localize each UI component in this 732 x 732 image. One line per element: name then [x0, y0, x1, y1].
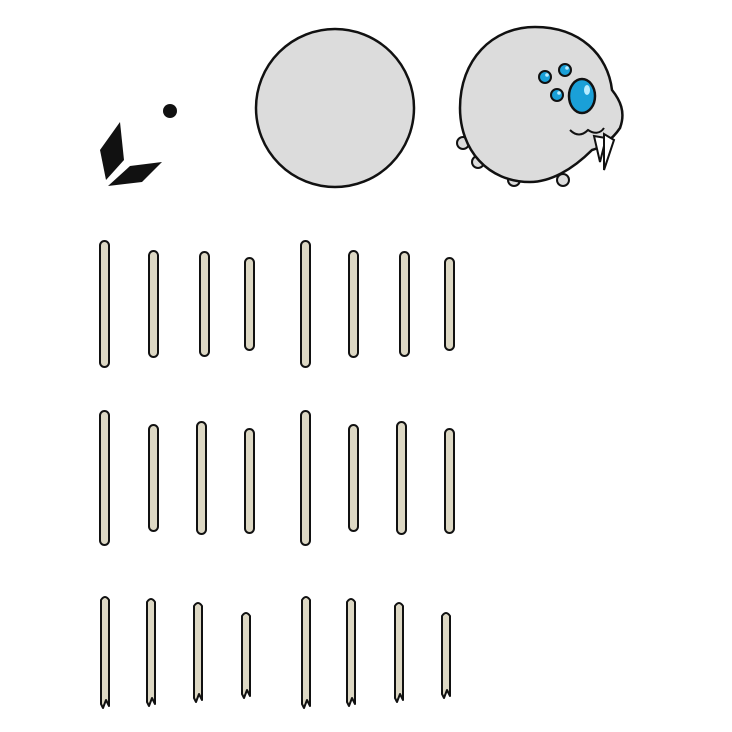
spider-leg-segment-icon	[146, 598, 156, 707]
spider-leg-segment-icon	[244, 428, 255, 534]
spider-leg-segment-icon	[148, 250, 159, 358]
eye-small-highlight-3	[557, 91, 561, 95]
head-shape	[458, 25, 624, 184]
spider-leg-segment-icon	[301, 596, 311, 709]
eye-small-highlight-1	[545, 73, 549, 77]
mandible-bottom-shape	[108, 162, 162, 186]
spider-leg-segment-icon	[241, 612, 251, 699]
spider-leg-segment-icon	[100, 596, 110, 709]
eye-small-2	[558, 63, 572, 77]
spider-leg-segment-icon	[300, 410, 311, 546]
spider-eyes-part-icon	[100, 104, 177, 186]
mouth-line	[569, 127, 605, 136]
spider-leg-segment-icon	[300, 240, 311, 368]
body-circle	[254, 27, 416, 189]
spider-body-part-icon	[254, 27, 416, 189]
eye-large-highlight	[584, 85, 590, 95]
spider-leg-segment-icon	[244, 257, 255, 351]
spider-leg-segment-icon	[444, 257, 455, 351]
eye-small-highlight-2	[565, 66, 569, 70]
leg-row-middle	[99, 410, 455, 546]
spider-leg-segment-icon	[394, 602, 404, 703]
spider-leg-segment-icon	[396, 421, 407, 535]
eye-small-1	[538, 70, 552, 84]
mandible-left-shape	[100, 122, 124, 180]
spider-leg-segment-icon	[441, 612, 451, 699]
spider-head-part-icon	[456, 25, 624, 187]
eye-small-3	[550, 88, 564, 102]
spider-leg-segment-icon	[196, 421, 207, 535]
fang-right	[603, 132, 616, 171]
spider-leg-segment-icon	[399, 251, 410, 357]
spider-leg-segment-icon	[99, 240, 110, 368]
spider-leg-segment-icon	[199, 251, 210, 357]
leg-row-lower	[100, 596, 451, 709]
spider-leg-segment-icon	[348, 424, 359, 532]
spider-leg-segment-icon	[99, 410, 110, 546]
spider-leg-segment-icon	[193, 602, 203, 703]
spider-leg-segment-icon	[346, 598, 356, 707]
spider-leg-segment-icon	[348, 250, 359, 358]
eye-dot	[163, 104, 177, 118]
spider-leg-segment-icon	[444, 428, 455, 534]
spider-leg-segment-icon	[148, 424, 159, 532]
eye-large	[567, 77, 597, 115]
leg-row-upper	[99, 240, 455, 368]
